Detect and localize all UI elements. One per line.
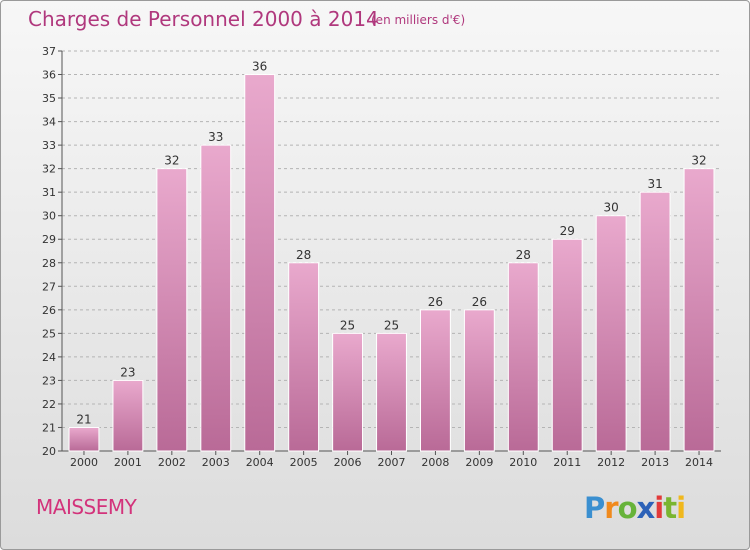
bar — [112, 379, 144, 452]
bar — [683, 168, 715, 452]
x-tick-label: 2003 — [202, 456, 230, 469]
bar-value-label: 28 — [516, 248, 531, 262]
bar-value-label: 26 — [472, 295, 487, 309]
x-tick-label: 2010 — [509, 456, 537, 469]
x-tick-label: 2006 — [334, 456, 362, 469]
bar-value-label: 28 — [296, 248, 311, 262]
bar-value-label: 26 — [428, 295, 443, 309]
x-tick-label: 2005 — [290, 456, 318, 469]
bar-value-label: 30 — [604, 201, 619, 215]
svg-text:Proxiti: Proxiti — [584, 491, 685, 525]
y-tick-label: 32 — [42, 163, 56, 176]
bar-value-label: 31 — [647, 177, 662, 191]
bar — [68, 426, 100, 452]
chart-title: Charges de Personnel 2000 à 2014 — [28, 7, 379, 31]
y-tick-label: 23 — [42, 374, 56, 387]
y-tick-label: 21 — [42, 421, 56, 434]
bar-value-label: 32 — [691, 154, 706, 168]
bar — [156, 168, 188, 452]
proxiti-logo: Proxiti — [584, 491, 686, 525]
y-tick-label: 34 — [42, 116, 56, 129]
x-tick-label: 2001 — [114, 456, 142, 469]
bar-value-label: 36 — [252, 60, 267, 74]
y-tick-label: 37 — [42, 45, 56, 58]
y-tick-label: 31 — [42, 186, 56, 199]
bar — [332, 332, 364, 452]
x-tick-label: 2014 — [685, 456, 713, 469]
x-tick-label: 2000 — [70, 456, 98, 469]
bar-value-label: 32 — [164, 154, 179, 168]
x-tick-label: 2007 — [378, 456, 406, 469]
y-tick-label: 27 — [42, 280, 56, 293]
bar — [376, 332, 407, 452]
bar-value-label: 33 — [208, 130, 223, 144]
bar — [244, 74, 276, 452]
y-tick-label: 26 — [42, 304, 56, 317]
x-tick-label: 2012 — [597, 456, 625, 469]
y-tick-label: 36 — [42, 69, 56, 82]
bar-value-label: 29 — [560, 224, 575, 238]
x-tick-label: 2008 — [421, 456, 449, 469]
x-tick-label: 2009 — [465, 456, 493, 469]
bar — [639, 191, 671, 452]
bar — [463, 309, 495, 452]
bar-value-label: 23 — [120, 365, 135, 379]
y-tick-label: 25 — [42, 327, 56, 340]
y-tick-label: 22 — [42, 398, 56, 411]
y-tick-label: 33 — [42, 139, 56, 152]
x-tick-label: 2004 — [246, 456, 274, 469]
bar-value-label: 21 — [76, 412, 91, 426]
commune-name: MAISSEMY — [36, 495, 137, 519]
bar — [288, 262, 320, 452]
y-tick-label: 35 — [42, 92, 56, 105]
y-tick-label: 30 — [42, 210, 56, 223]
y-tick-label: 29 — [42, 233, 56, 246]
y-tick-label: 20 — [42, 445, 56, 458]
y-tick-label: 24 — [42, 351, 56, 364]
x-tick-label: 2002 — [158, 456, 186, 469]
chart-subtitle: (en milliers d'€) — [371, 13, 466, 27]
x-tick-label: 2011 — [553, 456, 581, 469]
x-tick-label: 2013 — [641, 456, 669, 469]
bar — [507, 262, 539, 452]
bar-value-label: 25 — [340, 318, 355, 332]
y-tick-label: 28 — [42, 257, 56, 270]
bar — [551, 238, 583, 452]
bar — [419, 309, 451, 452]
bar-value-label: 25 — [384, 318, 399, 332]
bar — [200, 144, 232, 452]
bar — [595, 215, 627, 452]
